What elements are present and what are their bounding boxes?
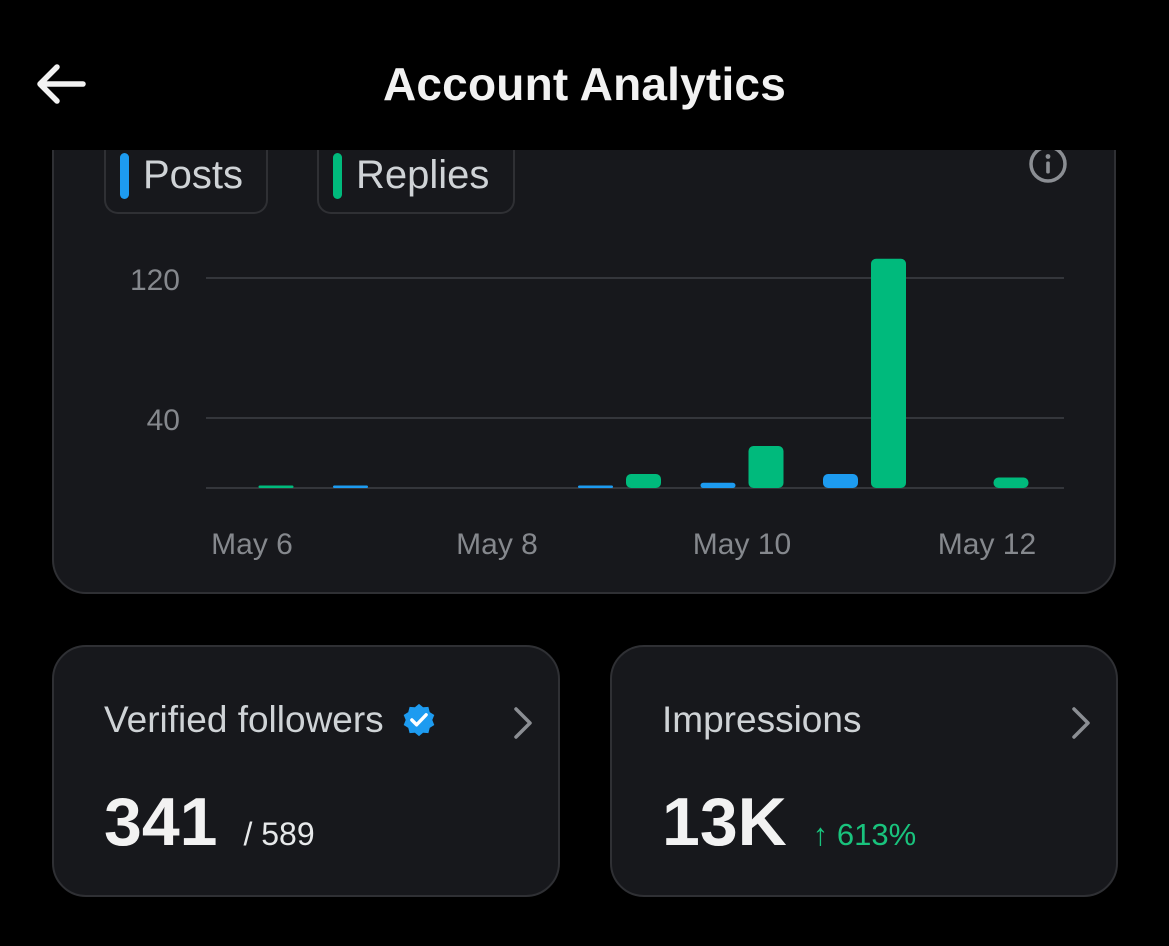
x-tick-label-may-6: May 6: [211, 528, 293, 561]
chevron-right-icon: [1072, 707, 1090, 739]
header: Account Analytics: [0, 0, 1169, 150]
bar-posts-may-9: [578, 485, 613, 488]
bar-posts-may-7: [333, 485, 368, 488]
impressions-label: Impressions: [662, 699, 862, 740]
legend-chip-posts[interactable]: Posts: [104, 150, 268, 214]
legend-label-replies: Replies: [356, 152, 490, 197]
verified-followers-value-row: 341 / 589: [104, 783, 315, 861]
legend-label-posts: Posts: [143, 152, 244, 197]
verified-followers-card[interactable]: Verified followers 341 / 589: [52, 645, 560, 897]
y-tick-label-120: 120: [130, 264, 180, 297]
impressions-card[interactable]: Impressions 13K ↑ 613%: [610, 645, 1118, 897]
impressions-value-row: 13K ↑ 613%: [662, 783, 916, 861]
info-icon[interactable]: [1026, 150, 1070, 186]
verified-followers-label-row: Verified followers: [104, 699, 438, 741]
back-button[interactable]: [30, 58, 90, 110]
x-tick-label-may-10: May 10: [693, 528, 791, 561]
impressions-value: 13K: [662, 784, 787, 860]
bar-replies-may-6: [258, 485, 294, 488]
legend-chip-replies[interactable]: Replies: [317, 150, 515, 214]
bar-chart: 120 40 May 6 May 8 May 10 May 12: [130, 258, 1064, 561]
verified-badge-icon: [403, 703, 434, 737]
x-tick-label-may-8: May 8: [456, 528, 538, 561]
chart-card: Posts Replies 120 40 May 6 May 8 May 10 May 1…: [52, 150, 1116, 594]
bar-replies-may-9: [626, 474, 661, 488]
verified-followers-label: Verified followers: [104, 699, 384, 740]
bar-posts-may-11: [823, 474, 858, 488]
chevron-right-icon: [514, 707, 532, 739]
bar-posts-may-10: [700, 482, 736, 488]
arrow-left-icon: [37, 64, 86, 104]
impressions-change: ↑ 613%: [812, 817, 917, 852]
bar-replies-may-12: [993, 477, 1029, 488]
total-followers-count: / 589: [243, 816, 315, 852]
y-tick-label-40: 40: [147, 404, 180, 437]
replies-swatch: [333, 153, 342, 199]
posts-swatch: [120, 153, 129, 199]
verified-followers-count: 341: [104, 784, 218, 860]
bar-replies-may-11: [871, 258, 906, 488]
x-tick-label-may-12: May 12: [938, 528, 1036, 561]
bar-replies-may-10: [748, 446, 784, 488]
page-title: Account Analytics: [382, 58, 786, 110]
